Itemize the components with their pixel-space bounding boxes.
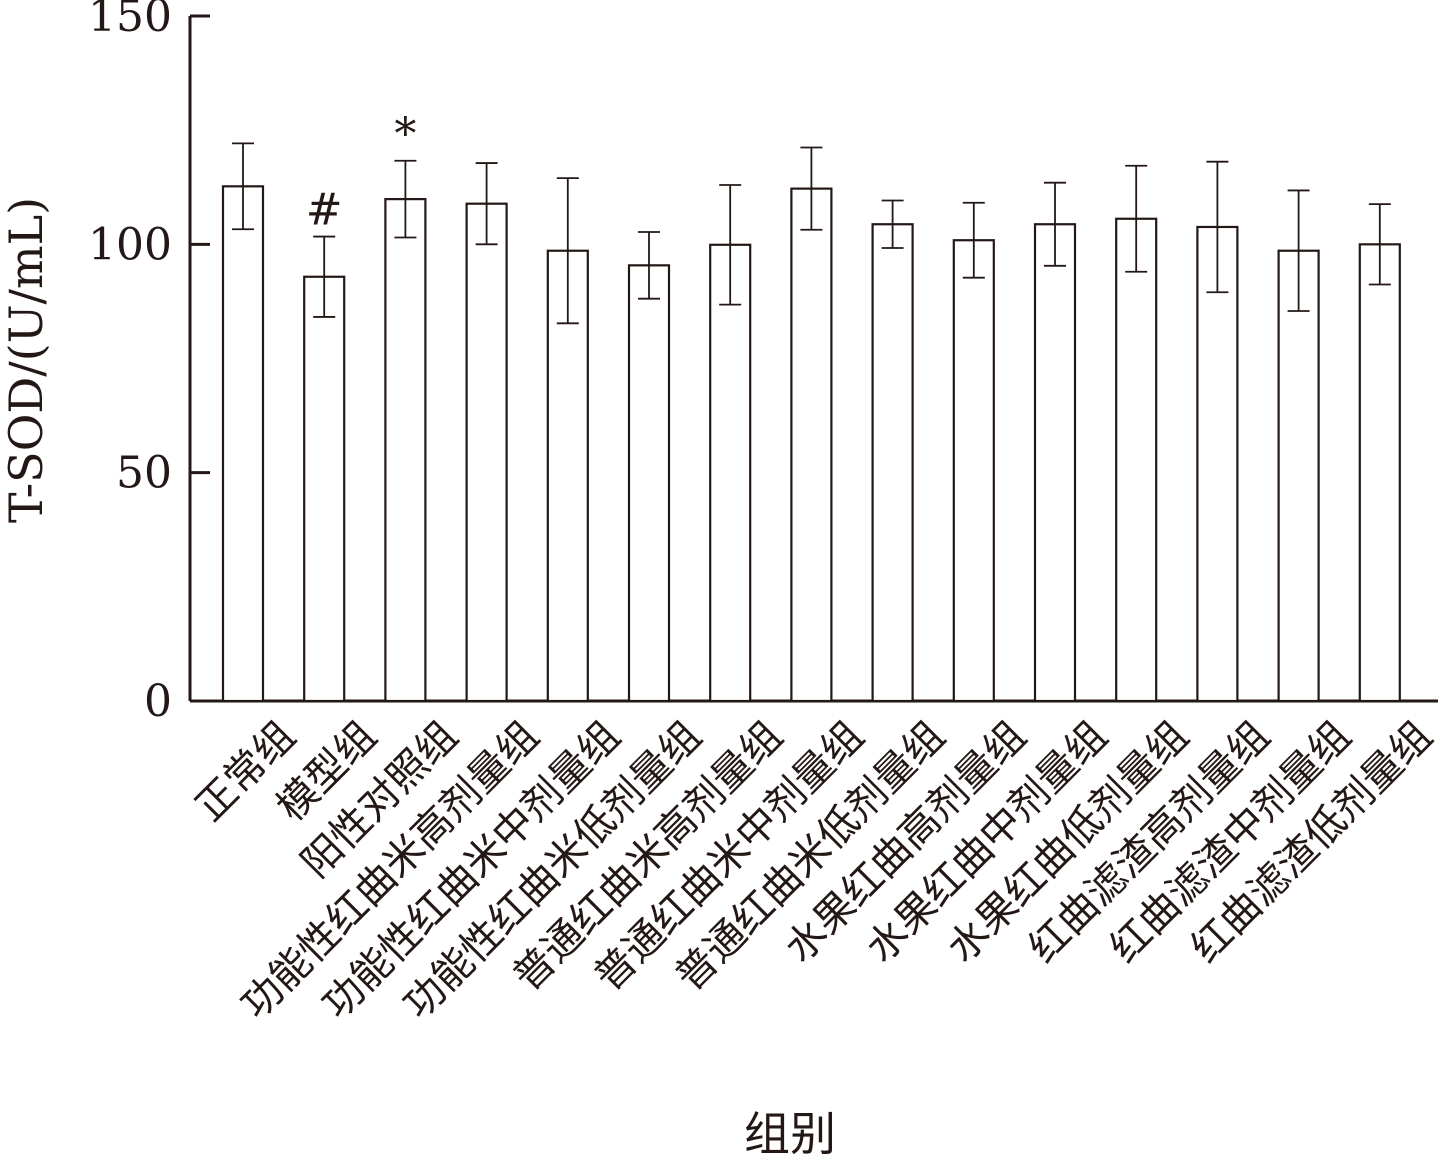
bar — [1033, 223, 1077, 703]
bar — [871, 223, 914, 703]
y-axis-title: T-SOD/(U/mL) — [0, 197, 53, 523]
bar — [1358, 243, 1401, 703]
bar — [1277, 249, 1320, 703]
bar — [1115, 217, 1158, 703]
y-tick-labels: 0 50 100 150 — [88, 0, 172, 727]
bar — [221, 185, 265, 703]
y-tick-label: 150 — [88, 0, 172, 42]
bar — [303, 275, 346, 703]
x-axis-title: 组别 — [744, 1107, 836, 1161]
error-bars — [232, 142, 1391, 325]
bar — [627, 264, 671, 703]
significance-annotations: #* — [306, 109, 417, 236]
bar — [1196, 225, 1239, 703]
bar — [952, 239, 995, 703]
bars — [221, 185, 1401, 703]
bar — [465, 202, 508, 703]
y-tick-label: 0 — [144, 676, 172, 727]
bar — [384, 198, 427, 703]
significance-mark: # — [306, 185, 343, 236]
y-tick-label: 50 — [116, 448, 172, 499]
significance-mark: * — [394, 109, 416, 160]
bar — [790, 187, 833, 703]
bar — [709, 243, 752, 703]
x-category-labels: 正常组模型组阳性对照组功能性红曲米高剂量组功能性红曲米中剂量组功能性红曲米低剂量… — [187, 713, 1441, 1028]
y-tick-label: 100 — [88, 219, 172, 270]
